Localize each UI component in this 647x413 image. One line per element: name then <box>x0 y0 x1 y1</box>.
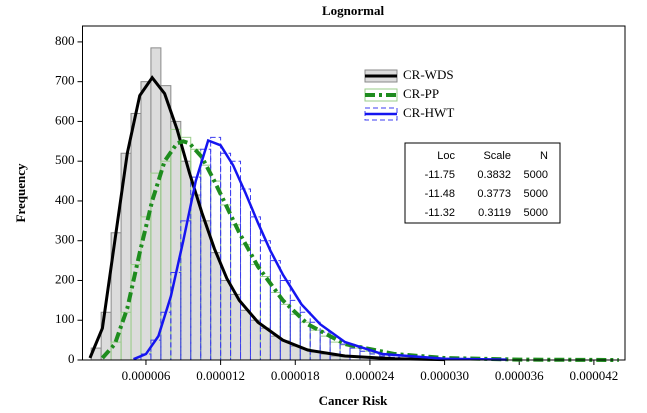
legend-label: CR-HWT <box>403 105 454 120</box>
fit-table-cell: 0.3773 <box>477 188 511 200</box>
histogram-bar <box>259 327 271 361</box>
legend-label: CR-PP <box>403 86 439 101</box>
fit-table-cell: 5000 <box>524 188 548 200</box>
y-tick-label: 500 <box>55 152 75 167</box>
fit-table-cell: 5000 <box>524 207 548 219</box>
fit-table-cell: 0.3832 <box>477 169 511 181</box>
fit-table-cell: -11.75 <box>425 169 455 181</box>
histogram-bar <box>240 309 251 361</box>
fit-curve <box>133 138 507 361</box>
y-tick-label: 700 <box>55 73 75 88</box>
x-tick-label: 0.000036 <box>495 368 544 383</box>
y-tick-label: 200 <box>55 271 75 286</box>
fit-curve <box>100 139 619 362</box>
x-tick-label: 0.000042 <box>570 368 619 383</box>
x-tick-label: 0.000024 <box>346 368 395 383</box>
y-tick-label: 100 <box>55 311 75 326</box>
histogram-bar <box>220 279 232 361</box>
x-tick-label: 0.000012 <box>196 368 245 383</box>
x-axis-label: Cancer Risk <box>319 393 389 408</box>
histogram-bar <box>329 355 341 361</box>
y-tick-label: 400 <box>55 192 75 207</box>
chart-title: Lognormal <box>322 3 385 18</box>
histogram-bar <box>339 343 351 361</box>
histogram-bar <box>160 85 172 361</box>
legend-label: CR-WDS <box>403 67 454 82</box>
fit-table-cell: -11.32 <box>425 207 455 219</box>
y-tick-label: 0 <box>68 351 75 366</box>
fit-table-box <box>404 142 561 224</box>
histogram-bar <box>170 120 182 361</box>
x-tick-label: 0.000018 <box>271 368 320 383</box>
histogram-bar <box>190 194 202 361</box>
fit-table-header: Loc <box>437 150 455 162</box>
y-tick-label: 300 <box>55 232 75 247</box>
y-axis-label: Frequency <box>13 163 28 222</box>
histogram-bar <box>210 252 222 361</box>
histogram-bar <box>200 220 212 361</box>
histogram-bar <box>289 345 301 361</box>
fit-table-cell: -11.48 <box>425 188 455 200</box>
fit-curve <box>88 75 445 362</box>
fit-table-cell: 0.3119 <box>478 207 511 219</box>
histogram-bar <box>269 335 281 361</box>
histogram-bar <box>230 293 242 361</box>
y-tick-label: 600 <box>55 112 75 127</box>
x-tick-label: 0.000006 <box>122 368 171 383</box>
y-tick-label: 800 <box>55 33 75 48</box>
histogram-bar <box>140 81 152 361</box>
fit-table-header: N <box>540 150 548 162</box>
histogram-bar <box>230 160 242 361</box>
histogram-bar <box>180 160 192 361</box>
histogram-bar <box>249 319 261 361</box>
fit-table: Loc Scale N -11.75 0.3832 5000 -11.48 0.3773 500… <box>404 142 561 224</box>
histogram-bar <box>319 353 331 361</box>
x-tick-label: 0.000030 <box>420 368 469 383</box>
fit-table-header: Scale <box>483 150 511 162</box>
histogram-bar <box>130 112 142 361</box>
fit-table-cell: 5000 <box>524 169 548 181</box>
